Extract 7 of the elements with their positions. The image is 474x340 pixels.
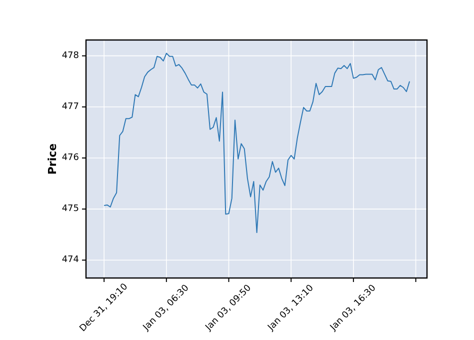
- y-axis-title: Price: [46, 143, 59, 175]
- y-tick-label: 476: [62, 152, 80, 163]
- line-series: [104, 52, 410, 234]
- y-tick-label: 478: [62, 50, 80, 61]
- y-tick-label: 474: [62, 255, 80, 266]
- y-tick-label: 477: [62, 102, 79, 112]
- y-tick-label: 475: [62, 204, 79, 214]
